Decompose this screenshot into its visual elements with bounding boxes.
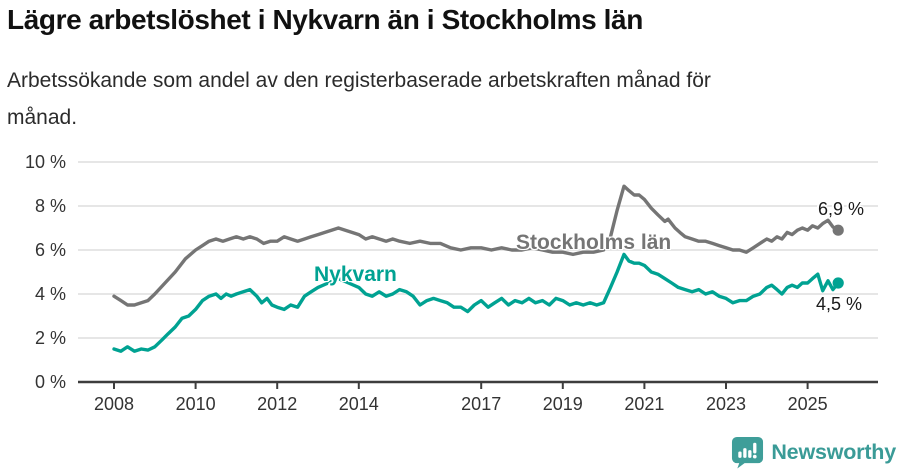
y-axis-tick-label: 2 % <box>35 328 66 348</box>
newsworthy-logo-text: Newsworthy <box>771 439 896 464</box>
chart-subtitle: Arbetssökande som andel av den registerb… <box>7 62 867 136</box>
series-line-nykvarn <box>112 252 840 353</box>
series-endpoint-nykvarn <box>832 277 844 289</box>
page-title: Lägre arbetslöshet i Nykvarn än i Stockh… <box>7 4 643 35</box>
y-axis-tick-label: 10 % <box>25 152 66 172</box>
subtitle-line-1: Arbetssökande som andel av den registerb… <box>7 69 711 92</box>
y-axis-tick-label: 6 % <box>35 240 66 260</box>
y-axis-tick-label: 4 % <box>35 284 66 304</box>
series-endpoint-stockholms-lan <box>832 224 844 236</box>
y-axis-tick-label: 0 % <box>35 372 66 392</box>
newsworthy-logo[interactable]: Newsworthy <box>731 435 896 469</box>
series-line-stockholms-lan <box>112 184 840 307</box>
x-axis-tick-label: 2012 <box>257 394 297 414</box>
y-axis-tick-label: 8 % <box>35 196 66 216</box>
newsworthy-logo-icon <box>731 436 764 469</box>
x-axis-tick-label: 2025 <box>788 394 828 414</box>
series-label-stockholms-lan: Stockholms län <box>516 231 672 254</box>
end-value-label-stockholms-lan: 6,9 % <box>818 199 865 219</box>
x-axis-tick-label: 2014 <box>339 394 379 414</box>
x-axis-tick-label: 2008 <box>94 394 134 414</box>
series-label-nykvarn: Nykvarn <box>314 263 397 286</box>
subtitle-line-2: månad. <box>7 106 78 129</box>
x-axis-tick-label: 2010 <box>176 394 216 414</box>
end-value-label-nykvarn: 4,5 % <box>816 294 863 314</box>
x-axis-tick-label: 2023 <box>706 394 746 414</box>
x-axis-tick-label: 2021 <box>624 394 664 414</box>
x-axis-tick-label: 2017 <box>461 394 501 414</box>
x-axis-tick-label: 2019 <box>543 394 583 414</box>
